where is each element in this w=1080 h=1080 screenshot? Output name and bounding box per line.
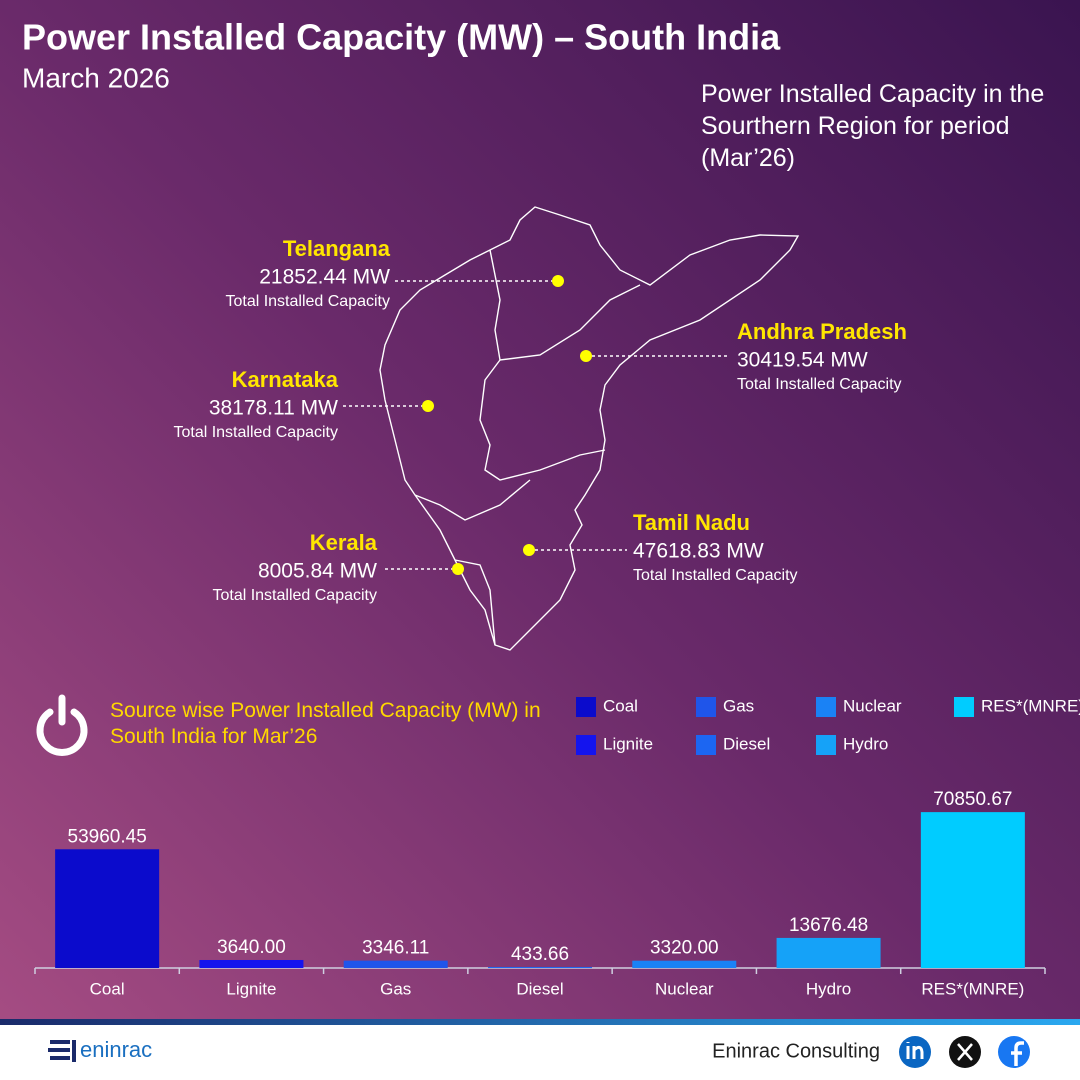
state-dot: [523, 544, 535, 556]
legend-label: Hydro: [843, 734, 888, 753]
legend-label: RES*(MNRE): [981, 696, 1080, 715]
x-tick-label: RES*(MNRE): [921, 979, 1024, 998]
x-tick-label: Coal: [90, 979, 125, 998]
state-dot: [580, 350, 592, 362]
state-dot: [422, 400, 434, 412]
value-label: 70850.67: [933, 789, 1012, 810]
legend-swatch: [816, 697, 836, 717]
icon-glyph: [906, 1042, 924, 1059]
bar: [55, 849, 160, 968]
subtitle: March 2026: [22, 62, 170, 93]
legend-label: Gas: [723, 696, 754, 715]
x-tick-label: Gas: [380, 979, 411, 998]
state-dot: [552, 275, 564, 287]
legend-swatch: [816, 735, 836, 755]
footer-strip: [0, 1019, 1080, 1025]
value-label: 3320.00: [650, 938, 719, 959]
state-dot: [452, 563, 464, 575]
value-label: 433.66: [511, 944, 569, 965]
state-caption: Total Installed Capacity: [212, 587, 377, 604]
state-value: 21852.44 MW: [259, 266, 390, 289]
legend-swatch: [954, 697, 974, 717]
value-label: 13676.48: [789, 915, 868, 936]
legend-swatch: [696, 697, 716, 717]
legend-label: Lignite: [603, 734, 653, 753]
logo-mark: [48, 1040, 76, 1062]
x-tick-label: Diesel: [516, 979, 563, 998]
value-label: 3346.11: [362, 938, 429, 959]
state-caption: Total Installed Capacity: [737, 376, 902, 393]
state-name: Karnataka: [232, 367, 339, 392]
value-label: 53960.45: [68, 826, 147, 847]
legend-label: Diesel: [723, 734, 770, 753]
state-caption: Total Installed Capacity: [225, 293, 390, 310]
state-value: 30419.54 MW: [737, 349, 868, 372]
note: Power Installed Capacity in the Sourther…: [701, 80, 1045, 172]
bar: [199, 959, 304, 968]
company-name: Eninrac Consulting: [712, 1040, 880, 1062]
legend-label: Coal: [603, 696, 638, 715]
logo-text: eninrac: [80, 1037, 152, 1062]
state-name: Telangana: [283, 236, 391, 261]
legend-swatch: [576, 735, 596, 755]
chart-title: Source wise Power Installed Capacity (MW…: [110, 699, 541, 748]
bar: [776, 937, 881, 968]
icon-glyph: [957, 1043, 973, 1061]
state-caption: Total Installed Capacity: [633, 567, 798, 584]
bar: [920, 812, 1025, 968]
power-icon: [36, 708, 88, 756]
state-name: Tamil Nadu: [633, 510, 750, 535]
value-label: 3640.00: [217, 937, 286, 958]
x-tick-label: Hydro: [806, 979, 851, 998]
x-tick-label: Nuclear: [655, 979, 714, 998]
icon-glyph: [1011, 1041, 1024, 1066]
state-value: 8005.84 MW: [258, 560, 377, 583]
x-tick-label: Lignite: [226, 979, 276, 998]
state-value: 47618.83 MW: [633, 540, 764, 563]
title: Power Installed Capacity (MW) – South In…: [22, 17, 781, 58]
state-name: Andhra Pradesh: [737, 319, 907, 344]
map-outline: [379, 206, 800, 651]
legend-swatch: [576, 697, 596, 717]
state-name: Kerala: [310, 530, 378, 555]
bar: [632, 960, 737, 968]
state-value: 38178.11 MW: [209, 397, 338, 420]
bar: [343, 960, 448, 968]
state-caption: Total Installed Capacity: [173, 424, 338, 441]
bar: [488, 967, 592, 969]
legend-swatch: [696, 735, 716, 755]
legend-label: Nuclear: [843, 696, 902, 715]
